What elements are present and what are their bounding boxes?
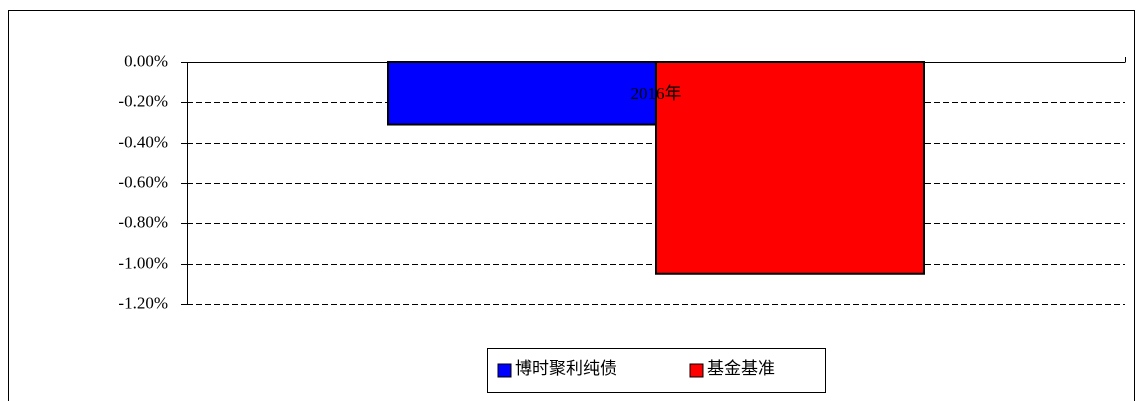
y-tick-label: -0.40%: [118, 132, 168, 151]
y-tick-label: -0.20%: [118, 91, 168, 110]
legend-label: 博时聚利纯债: [515, 359, 617, 378]
y-tick-label: -1.00%: [118, 253, 168, 272]
y-tick-label: -0.80%: [118, 212, 168, 231]
y-tick-label: -0.60%: [118, 172, 168, 191]
chart-border: [8, 10, 1135, 401]
bar: [655, 61, 925, 275]
y-tick-label: 0.00%: [124, 51, 168, 70]
legend-box: [487, 348, 826, 393]
bar: [387, 61, 657, 126]
y-tick-label: -1.20%: [118, 293, 168, 312]
legend-swatch: [497, 363, 512, 378]
legend-swatch: [689, 363, 704, 378]
x-tick-label: 2016年: [631, 84, 682, 103]
legend-label: 基金基准: [707, 359, 775, 378]
